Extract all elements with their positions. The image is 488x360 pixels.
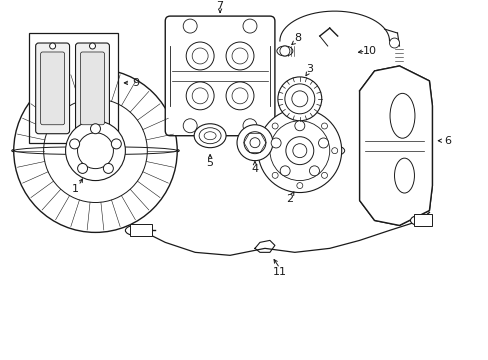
Circle shape: [103, 163, 113, 174]
Circle shape: [272, 123, 278, 129]
Text: 2: 2: [285, 194, 293, 203]
Circle shape: [111, 139, 121, 149]
Circle shape: [262, 148, 267, 154]
Circle shape: [321, 123, 327, 129]
Ellipse shape: [125, 225, 145, 235]
Circle shape: [186, 82, 214, 110]
Circle shape: [49, 43, 56, 49]
FancyBboxPatch shape: [41, 52, 64, 125]
Text: 1: 1: [72, 184, 79, 194]
Text: 8: 8: [294, 33, 301, 43]
Circle shape: [225, 42, 253, 70]
Text: 7: 7: [216, 1, 223, 11]
Text: 9: 9: [132, 78, 139, 88]
Ellipse shape: [194, 124, 225, 148]
Ellipse shape: [394, 158, 414, 193]
Circle shape: [279, 46, 289, 56]
Polygon shape: [359, 66, 431, 225]
Circle shape: [183, 19, 197, 33]
Text: 10: 10: [362, 46, 376, 56]
Ellipse shape: [389, 93, 414, 138]
Ellipse shape: [409, 216, 427, 225]
Text: 11: 11: [272, 267, 286, 277]
FancyBboxPatch shape: [81, 52, 104, 125]
Circle shape: [89, 43, 95, 49]
Bar: [130, 224, 152, 237]
Circle shape: [331, 148, 337, 154]
Bar: [414, 215, 431, 226]
Circle shape: [309, 166, 319, 176]
Circle shape: [65, 121, 125, 181]
Circle shape: [183, 119, 197, 133]
Ellipse shape: [276, 46, 292, 56]
Circle shape: [389, 38, 399, 48]
Circle shape: [270, 138, 281, 148]
Text: 6: 6: [443, 136, 450, 146]
Circle shape: [69, 139, 80, 149]
Circle shape: [318, 138, 328, 148]
Circle shape: [78, 163, 87, 174]
Circle shape: [277, 77, 321, 121]
Ellipse shape: [254, 141, 344, 161]
FancyBboxPatch shape: [36, 43, 69, 134]
Circle shape: [272, 172, 278, 178]
FancyBboxPatch shape: [165, 16, 274, 136]
Circle shape: [294, 121, 304, 131]
Circle shape: [243, 119, 256, 133]
Circle shape: [237, 125, 272, 161]
Ellipse shape: [12, 145, 179, 157]
Bar: [29, 33, 118, 143]
Circle shape: [243, 19, 256, 33]
Circle shape: [280, 166, 289, 176]
Text: 4: 4: [251, 163, 258, 174]
Text: 5: 5: [206, 158, 213, 168]
Circle shape: [321, 172, 327, 178]
Circle shape: [14, 69, 177, 233]
Circle shape: [90, 124, 100, 134]
Circle shape: [296, 183, 302, 189]
Circle shape: [296, 113, 302, 119]
Circle shape: [186, 42, 214, 70]
Text: 3: 3: [305, 64, 313, 74]
Circle shape: [258, 109, 341, 193]
Circle shape: [225, 82, 253, 110]
FancyBboxPatch shape: [75, 43, 109, 134]
